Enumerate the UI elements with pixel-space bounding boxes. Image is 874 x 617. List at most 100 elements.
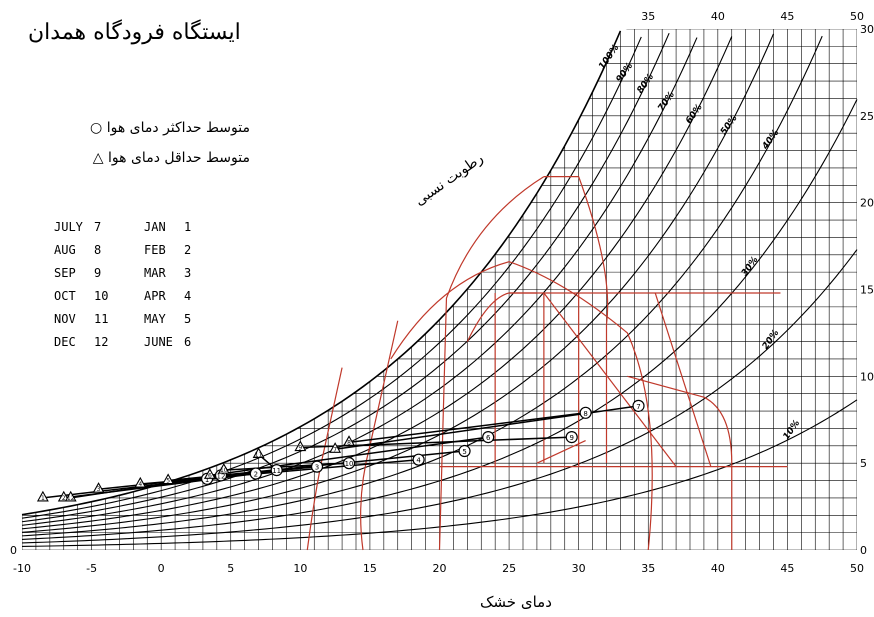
month-name: DEC (54, 335, 76, 349)
max-point (249, 467, 262, 480)
rh-curve-label: 20% (761, 328, 782, 351)
x-tick-label: 50 (850, 562, 864, 575)
legend-min: متوسط حداقل دمای هوا △ (60, 150, 250, 166)
min-point-label: 3 (97, 486, 101, 493)
min-point (252, 447, 265, 459)
min-point-label: 5 (166, 478, 170, 485)
min-point (92, 482, 105, 493)
month-number: 1 (184, 220, 192, 234)
month-name: APR (144, 289, 166, 303)
max-point (270, 464, 283, 477)
month-number: 4 (184, 289, 192, 303)
max-point (412, 453, 425, 466)
rh-curve (21, 33, 775, 533)
month-row: AUG 8 FEB 2 (54, 243, 234, 266)
min-point (36, 490, 49, 502)
month-name: JUNE (144, 335, 173, 349)
triangle-icon: △ (92, 150, 104, 166)
legend-max-label: متوسط حداکثر دمای هوا (106, 120, 250, 136)
month-number: 5 (184, 312, 192, 326)
legend-max: متوسط حداکثر دمای هوا ○ (60, 120, 250, 136)
min-point (57, 490, 70, 502)
x-tick-label: 40 (711, 562, 725, 575)
max-point (565, 431, 578, 444)
rh-curve-label: 80% (636, 72, 657, 95)
top-tick-label: 40 (711, 10, 725, 23)
min-point-label: 12 (67, 495, 75, 502)
min-point (162, 473, 175, 485)
max-point-label: 2 (254, 471, 258, 479)
max-point-label: 5 (462, 448, 466, 456)
max-point-label: 11 (272, 467, 281, 475)
month-number: 12 (94, 335, 109, 349)
max-point-label: 8 (583, 410, 587, 418)
month-line (70, 474, 222, 499)
x-tick-label: 25 (502, 562, 516, 575)
comfort-zone-line (390, 261, 653, 551)
chart-title: ایستگاه فرودگاه همدان (28, 20, 241, 45)
x-tick-label: 15 (363, 562, 377, 575)
max-point-label: 7 (636, 403, 640, 411)
min-point-label: 8 (347, 439, 351, 446)
min-point-label: 2 (62, 495, 66, 502)
month-number: 11 (94, 312, 109, 326)
min-point-label: 6 (208, 472, 212, 479)
rh-curve (21, 37, 698, 526)
month-row: SEP 9 MAR 3 (54, 266, 234, 289)
min-point-label: 1 (41, 495, 45, 502)
x-tick-label: 20 (433, 562, 447, 575)
rh-curve (21, 35, 823, 537)
legend-min-label: متوسط حداقل دمای هوا (108, 150, 250, 166)
min-point (343, 435, 355, 446)
month-line (348, 412, 586, 444)
comfort-zone-line (536, 440, 586, 464)
min-point (294, 440, 307, 452)
max-point (310, 460, 324, 473)
rh-curve (21, 32, 670, 523)
comfort-zone-line (543, 292, 677, 468)
comfort-zone-line (438, 176, 545, 551)
comfort-zone-line (627, 375, 733, 550)
max-point-label: 6 (486, 434, 491, 442)
comfort-zone (306, 176, 788, 551)
rh-curve (21, 36, 733, 530)
month-number: 10 (94, 289, 109, 303)
rh-curves: 100%90% 80%70%60% 50%40%30%20%10% (21, 30, 858, 548)
y-tick-label: 5 (860, 457, 867, 470)
x-tick-label: 0 (158, 562, 165, 575)
x-tick-label: -5 (86, 562, 97, 575)
min-point-label: 10 (220, 467, 228, 474)
month-number: 2 (184, 243, 192, 257)
x-tick-label: 5 (227, 562, 234, 575)
y-tick-label: 20 (860, 197, 874, 210)
x-tick-label: 45 (780, 562, 794, 575)
max-point (632, 399, 645, 412)
x-axis-label: دمای خشک (480, 593, 552, 611)
month-number: 3 (184, 266, 192, 280)
month-name: NOV (54, 312, 76, 326)
y-tick-label: 0 (860, 544, 867, 557)
month-name: JAN (144, 220, 166, 234)
month-name: OCT (54, 289, 76, 303)
month-name: MAY (144, 312, 166, 326)
top-tick-label: 35 (641, 10, 655, 23)
min-point (217, 462, 230, 474)
comfort-zone-line (360, 320, 399, 551)
month-row: NOV 11 MAY 5 (54, 312, 234, 335)
top-tick-label: 45 (780, 10, 794, 23)
month-name: MAR (144, 266, 166, 280)
rh-curve-label: 10% (782, 418, 803, 441)
rh-curve-label: 70% (656, 90, 677, 113)
month-row: OCT 10 APR 4 (54, 289, 234, 312)
month-row: JULY 7 JAN 1 (54, 220, 234, 243)
min-point-label: 9 (298, 445, 302, 452)
rh-curve-label: 60% (684, 103, 705, 126)
max-point-label: 12 (217, 472, 226, 480)
month-number: 9 (94, 266, 102, 280)
max-point (458, 444, 471, 458)
rh-curve-label: 30% (740, 255, 761, 278)
rh-curve-label: 40% (760, 128, 781, 152)
